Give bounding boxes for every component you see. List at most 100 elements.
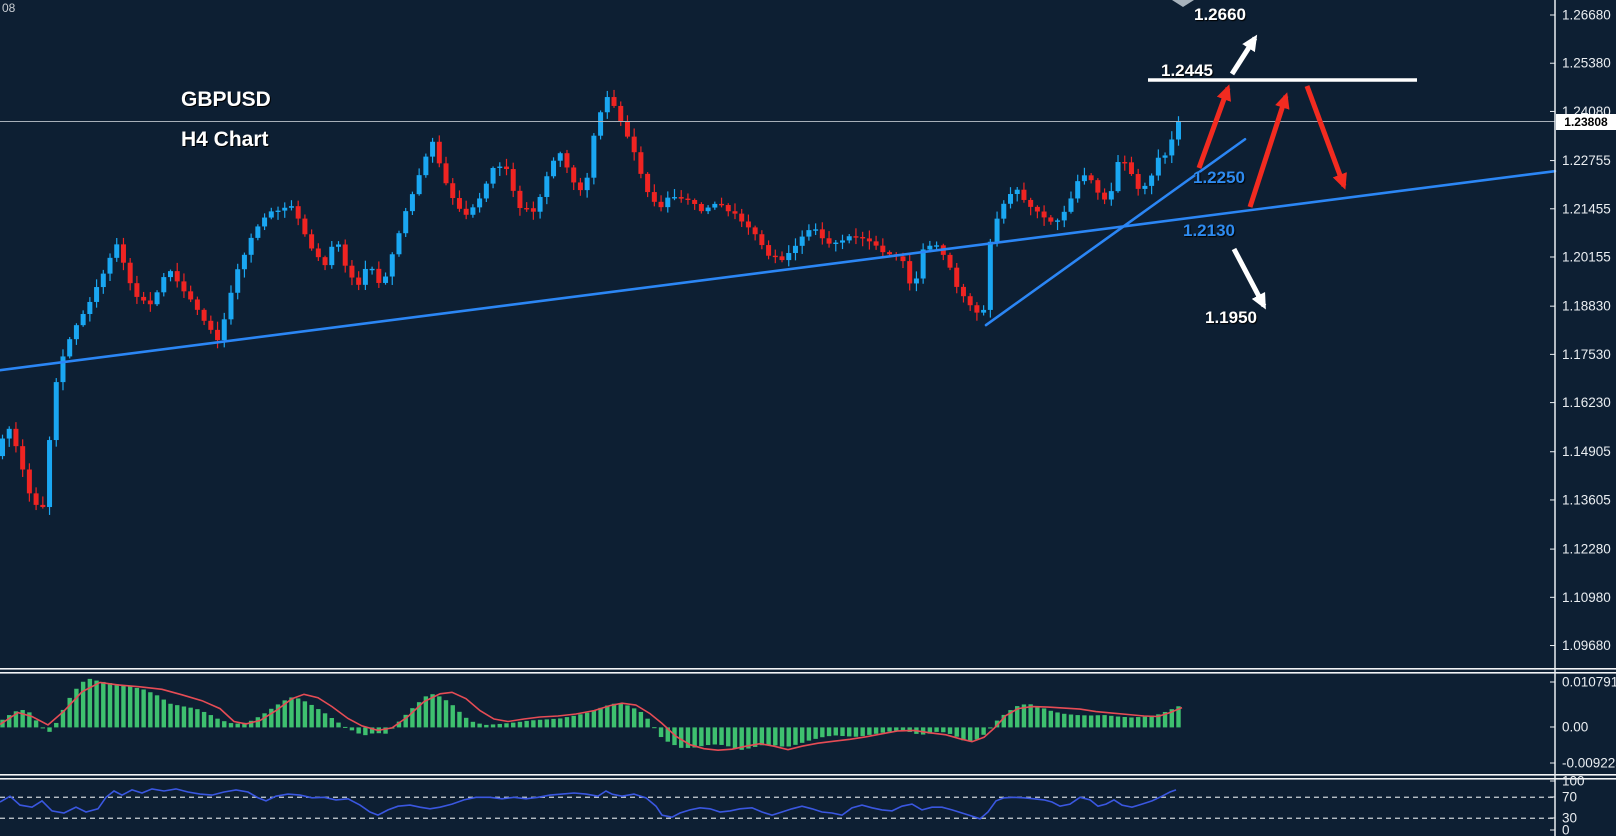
oscillator-axis-label: 0 (1562, 823, 1570, 836)
candle-body (658, 201, 664, 208)
candle-body (6, 428, 12, 439)
candle-body (188, 291, 194, 300)
candle-body (537, 196, 543, 212)
candle-body (719, 203, 725, 206)
macd-histogram-bar (860, 727, 865, 737)
trendline-steep-uptrend[interactable] (984, 137, 1247, 327)
macd-histogram-bar (410, 708, 415, 728)
macd-histogram-bar (665, 727, 670, 742)
candle-body (1081, 175, 1087, 182)
candle-body (887, 252, 893, 255)
macd-histogram-bar (74, 688, 79, 728)
candle-body (967, 296, 973, 306)
macd-histogram-bar (269, 708, 274, 728)
macd-histogram-bar (1028, 704, 1033, 728)
macd-histogram-bar (947, 727, 953, 734)
macd-histogram-bar (343, 726, 348, 728)
candle-body (181, 281, 187, 292)
current-price-badge: 1.23808 (1556, 114, 1616, 130)
candle-body (947, 254, 953, 268)
macd-histogram-bar (524, 720, 529, 728)
macd-histogram-bar (974, 727, 980, 740)
macd-histogram-bar (645, 718, 650, 728)
macd-histogram-bar (1115, 716, 1121, 728)
candle-body (913, 278, 919, 284)
candle-body (705, 207, 711, 212)
candle-body (685, 198, 691, 201)
candle-body (799, 236, 805, 246)
price-level-label-1-2660: 1.2660 (1194, 5, 1246, 24)
candle-body (1162, 155, 1168, 158)
macd-histogram-bar (1156, 714, 1161, 728)
candle-body (20, 446, 26, 470)
macd-histogram-bar (867, 727, 872, 735)
candle-body (860, 237, 866, 239)
macd-histogram-bar (571, 715, 576, 728)
candle-body (221, 319, 227, 341)
trendline-long-uptrend[interactable] (0, 169, 1557, 372)
macd-histogram-bar (195, 709, 200, 728)
panel-separator[interactable] (0, 774, 1616, 776)
candle-body (584, 177, 590, 191)
candle-body (645, 173, 651, 193)
candle-body (651, 192, 657, 202)
macd-histogram-bar (813, 727, 818, 739)
macd-histogram-bar (322, 713, 328, 728)
candle-body (1176, 121, 1181, 140)
candle-body (194, 299, 200, 310)
macd-histogram-bar (262, 713, 267, 728)
macd-histogram-bar (1142, 716, 1148, 728)
candle-body (477, 198, 483, 208)
candle-body (732, 211, 738, 214)
macd-histogram-bar (907, 727, 912, 732)
candle-body (60, 356, 66, 383)
price-axis-label: 1.16230 (1562, 395, 1611, 410)
candle-body (1155, 157, 1161, 176)
candle-body (577, 182, 583, 191)
candle-body (248, 237, 254, 255)
candle-body (766, 245, 772, 256)
macd-histogram-bar (470, 721, 476, 728)
candle-body (813, 229, 819, 231)
candle-body (665, 197, 671, 208)
candle-body (752, 227, 758, 235)
macd-histogram-bar (954, 727, 959, 737)
panel-separator[interactable] (0, 778, 1616, 780)
candle-body (1142, 185, 1148, 189)
candle-body (618, 105, 624, 122)
candle-body (672, 197, 677, 199)
macd-histogram-bar (7, 715, 12, 728)
macd-histogram-bar (584, 712, 590, 728)
candle-body (100, 273, 106, 288)
macd-histogram-bar (40, 727, 46, 729)
candle-body (241, 254, 247, 270)
macd-histogram-bar (450, 705, 455, 728)
macd-histogram-bar (255, 717, 261, 728)
macd-histogram-bar (658, 727, 664, 738)
candle-body (26, 469, 32, 494)
macd-histogram-bar (679, 727, 684, 748)
macd-histogram-bar (981, 727, 986, 735)
price-axis-label: 1.26680 (1562, 8, 1611, 23)
candle-body (1048, 217, 1054, 222)
sell-marker-icon (1172, 0, 1194, 7)
macd-histogram-bar (463, 717, 469, 728)
macd-histogram-bar (652, 727, 657, 729)
candle-body (759, 234, 765, 246)
candle-body (47, 440, 53, 508)
macd-histogram-bar (1055, 712, 1060, 728)
macd-histogram-bar (1035, 705, 1040, 728)
macd-histogram-bar (168, 703, 173, 728)
macd-histogram-bar (847, 727, 852, 737)
candle-body (450, 183, 456, 199)
panel-separator[interactable] (0, 672, 1616, 674)
macd-histogram-bar (1129, 717, 1134, 728)
macd-histogram-bar (20, 710, 25, 728)
candle-body (295, 206, 301, 219)
panel-separator[interactable] (0, 668, 1616, 670)
candle-body (524, 208, 530, 210)
macd-histogram-bar (235, 723, 240, 728)
candle-body (1068, 198, 1074, 212)
macd-histogram-bar (833, 727, 838, 736)
